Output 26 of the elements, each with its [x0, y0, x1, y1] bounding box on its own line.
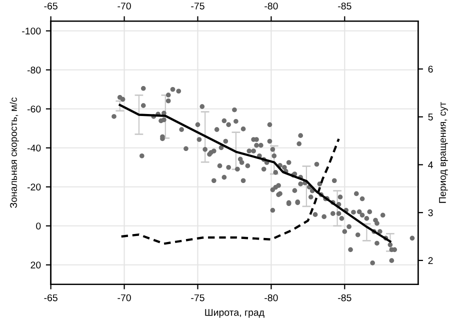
y2-tick-label: 5 — [428, 114, 433, 120]
y-axis-title: Зональная скорость, м/с — [10, 98, 19, 208]
x2-tick-label: -75 — [191, 2, 204, 10]
y-tick-label: -100 — [22, 28, 41, 34]
x-axis-title: Широта, град — [205, 309, 264, 318]
y2-tick-label: 6 — [428, 66, 433, 73]
y2-tick-label: 2 — [428, 257, 433, 264]
y2-tick-label: 3 — [428, 209, 433, 216]
x-tick-label: -75 — [191, 294, 204, 302]
y-tick-label: -20 — [27, 184, 41, 190]
y-tick-label: 20 — [30, 262, 41, 268]
x-tick-label: -65 — [44, 294, 58, 302]
x2-tick-label: -80 — [264, 2, 278, 10]
x-tick-label: -85 — [338, 294, 352, 302]
x-tick-label: -70 — [118, 294, 131, 302]
x2-tick-label: -85 — [338, 2, 352, 10]
y-tick-label: -60 — [27, 106, 41, 112]
y2-axis-title: Период вращения, сут — [439, 102, 448, 203]
line-series — [118, 104, 392, 243]
x2-tick-label: -70 — [118, 2, 131, 10]
x2-tick-label: -65 — [44, 2, 58, 10]
y2-tick-label: 4 — [428, 162, 433, 168]
x-tick-label: -80 — [264, 294, 278, 302]
y-tick-label: 0 — [36, 222, 41, 230]
y-tick-label: -40 — [27, 144, 41, 152]
y-tick-label: -80 — [27, 66, 41, 74]
